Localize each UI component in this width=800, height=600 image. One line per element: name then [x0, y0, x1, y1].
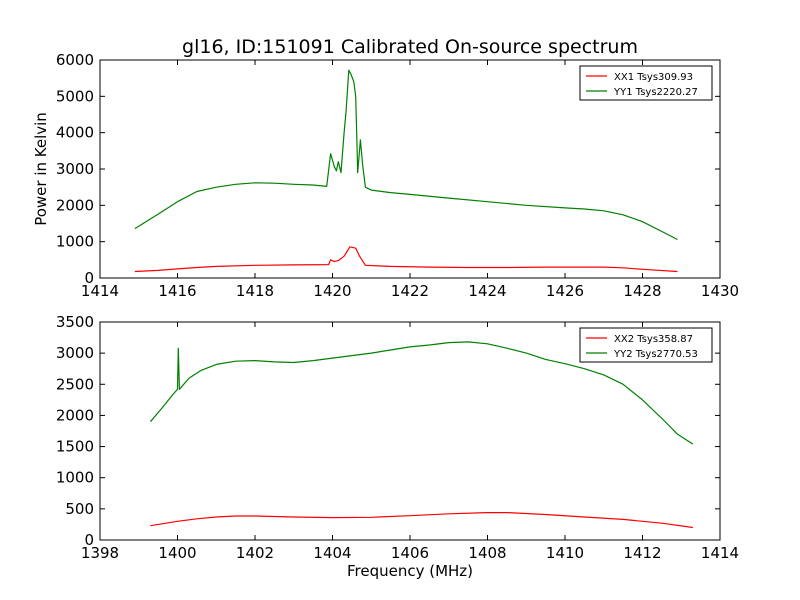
subplot-2: 1398 1400 1402 1404 1406 1408 1410 1412 1414 0 500…: [56, 313, 739, 580]
y-tick-label: 1000: [56, 233, 94, 251]
x-tick-label: 1416: [158, 282, 196, 300]
x-tick-label: 1430: [701, 282, 739, 300]
series-line-2: [134, 69, 678, 241]
y-tick-label: 3500: [56, 313, 94, 331]
x-tick-label: 1422: [391, 282, 429, 300]
x-tick-label: 1402: [236, 544, 274, 562]
x-tick-label: 1406: [391, 544, 429, 562]
legend-label: YY1 Tsys2220.27: [613, 87, 698, 98]
y-tick-label: 0: [84, 531, 94, 549]
subplot-1: 1414 1416 1418 1420 1422 1424 1426 1428 1430 0 100…: [32, 51, 739, 300]
y-tick-label: 5000: [56, 87, 94, 105]
legend-box: [579, 327, 713, 363]
legend: XX2 Tsys358.87 YY2 Tsys2770.53: [579, 327, 713, 363]
plots: 1414 1416 1418 1420 1422 1424 1426 1428 1430 0 100…: [32, 51, 739, 580]
legend-box: [579, 65, 713, 101]
legend-label: XX2 Tsys358.87: [614, 334, 693, 345]
x-tick-label: 1420: [313, 282, 351, 300]
x-tick-label: 1426: [546, 282, 584, 300]
x-tick-label: 1428: [623, 282, 661, 300]
y-tick-label: 2500: [56, 375, 94, 393]
y-tick-label: 1500: [56, 438, 94, 456]
x-tick-label: 1418: [236, 282, 274, 300]
x-tick-label: 1398: [81, 544, 119, 562]
x-tick-label: 1424: [468, 282, 506, 300]
series-line-1: [134, 246, 678, 273]
legend-label: YY2 Tsys2770.53: [613, 349, 698, 360]
legend-label: XX1 Tsys309.93: [614, 72, 693, 83]
y-tick-label: 1000: [56, 469, 94, 487]
x-tick-label: 1410: [546, 544, 584, 562]
x-tick-label: 1408: [468, 544, 506, 562]
y-tick-label: 2000: [56, 196, 94, 214]
y-tick-label: 0: [84, 269, 94, 287]
x-axis-label: Frequency (MHz): [347, 562, 473, 580]
y-axis-label: Power in Kelvin: [32, 112, 50, 226]
figure-title: gl16, ID:151091 Calibrated On-source spe…: [182, 36, 638, 58]
y-tick-label: 3000: [56, 344, 94, 362]
series-line-2: [149, 341, 694, 445]
x-tick-label: 1414: [701, 544, 739, 562]
x-tick-label: 1414: [81, 282, 119, 300]
y-tick-label: 3000: [56, 160, 94, 178]
x-tick-label: 1412: [623, 544, 661, 562]
y-tick-label: 500: [65, 500, 94, 518]
x-tick-label: 1404: [313, 544, 351, 562]
legend: XX1 Tsys309.93 YY1 Tsys2220.27: [579, 65, 713, 101]
y-tick-label: 4000: [56, 124, 94, 142]
y-tick-label: 2000: [56, 406, 94, 424]
y-tick-label: 6000: [56, 51, 94, 69]
x-tick-label: 1400: [158, 544, 196, 562]
series-line-1: [150, 511, 693, 529]
